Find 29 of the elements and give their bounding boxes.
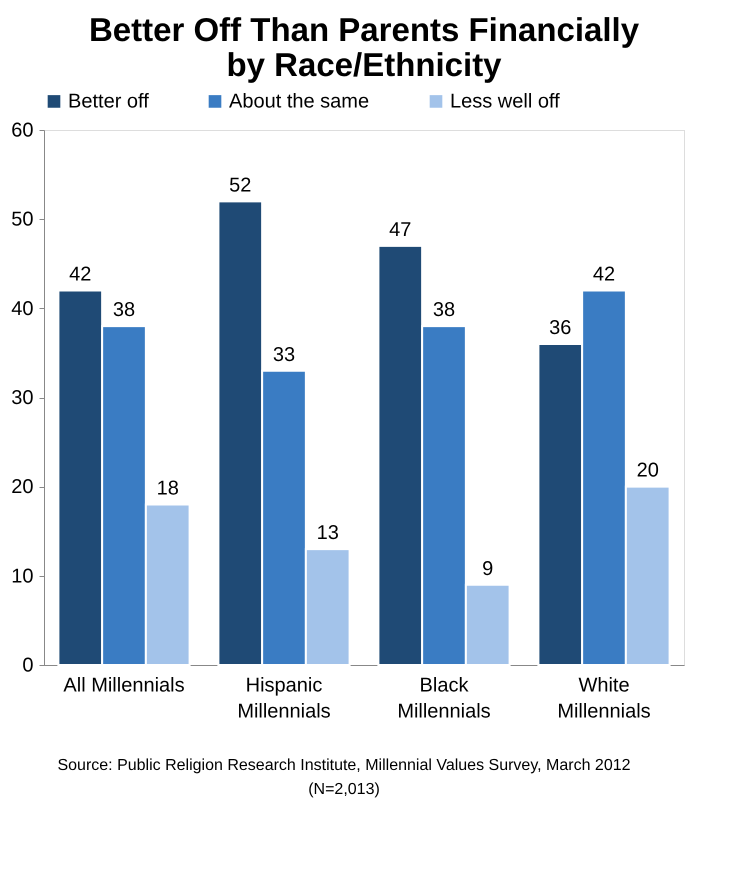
- data-label: 33: [272, 344, 296, 366]
- data-label: 13: [316, 522, 339, 544]
- y-tick-label: 40: [11, 298, 34, 320]
- y-tick-label: 0: [22, 654, 34, 676]
- chart-title: Better Off Than Parents Financially by Race/Ethnicity: [88, 11, 640, 83]
- legend-label: Less well off: [450, 90, 560, 112]
- x-tick-label: Hispanic Millennials: [237, 674, 331, 722]
- data-label: 36: [549, 317, 572, 339]
- data-label: 18: [156, 478, 179, 500]
- x-tick-label: Black Millennials: [397, 674, 491, 722]
- y-tick-label: 50: [11, 208, 34, 231]
- data-label: 38: [432, 299, 456, 322]
- x-tick-label: White Millennials: [557, 674, 651, 722]
- y-tick-label: 60: [11, 120, 34, 142]
- y-tick-label: 10: [11, 565, 34, 588]
- source-note: Source: Public Religion Research Institute, Millennial Values Survey, March 2012: [57, 757, 631, 774]
- x-tick-label: All Millennials: [63, 674, 185, 696]
- data-label: 9: [482, 558, 494, 580]
- text: (N=2,013): [308, 781, 380, 798]
- data-label: 42: [592, 264, 616, 286]
- data-label: 52: [229, 174, 252, 196]
- data-label: 47: [389, 218, 412, 241]
- data-label: 20: [636, 460, 659, 482]
- data-label: 38: [112, 299, 136, 322]
- data-label: 42: [69, 264, 92, 286]
- y-tick-label: 30: [11, 387, 34, 409]
- y-tick-label: 20: [11, 476, 34, 498]
- legend-label: About the same: [229, 90, 370, 112]
- legend-label: Better off: [68, 90, 150, 112]
